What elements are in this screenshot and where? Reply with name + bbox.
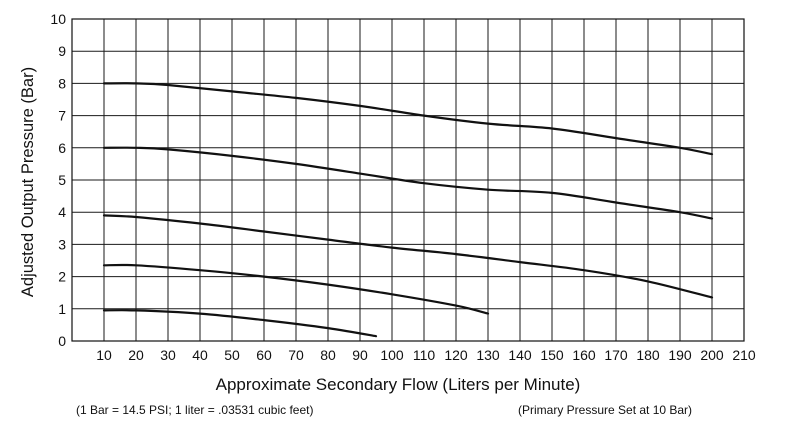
x-tick-label: 170 <box>604 347 628 363</box>
x-tick-label: 80 <box>320 347 336 363</box>
x-tick-label: 130 <box>476 347 500 363</box>
x-tick-label: 190 <box>668 347 692 363</box>
y-tick-label: 8 <box>58 75 66 91</box>
x-tick-label: 100 <box>380 347 404 363</box>
x-axis-label: Approximate Secondary Flow (Liters per M… <box>216 375 581 394</box>
x-tick-label: 20 <box>128 347 144 363</box>
series-line-3 <box>102 214 714 299</box>
x-tick-label: 60 <box>256 347 272 363</box>
y-tick-label: 1 <box>58 301 66 317</box>
y-tick-label: 10 <box>50 11 66 27</box>
x-tick-label: 70 <box>288 347 304 363</box>
plot-frame <box>71 18 745 342</box>
x-tick-label: 150 <box>540 347 564 363</box>
series-line-4 <box>102 263 490 315</box>
x-tick-label: 140 <box>508 347 532 363</box>
x-tick-label: 40 <box>192 347 208 363</box>
x-tick-label: 120 <box>444 347 468 363</box>
series-line-5 <box>102 309 378 338</box>
x-tick-label: 200 <box>700 347 724 363</box>
y-tick-label: 7 <box>58 108 66 124</box>
y-tick-label: 3 <box>58 236 66 252</box>
primary-pressure-note: (Primary Pressure Set at 10 Bar) <box>518 403 692 417</box>
y-tick-label: 5 <box>58 172 66 188</box>
series-line-2 <box>102 146 714 220</box>
y-tick-label: 0 <box>58 333 66 349</box>
x-tick-label: 210 <box>732 347 756 363</box>
y-tick-label: 9 <box>58 43 66 59</box>
x-tick-label: 50 <box>224 347 240 363</box>
y-tick-label: 2 <box>58 269 66 285</box>
y-tick-label: 6 <box>58 140 66 156</box>
x-tick-label: 10 <box>96 347 112 363</box>
conversion-note: (1 Bar = 14.5 PSI; 1 liter = .03531 cubi… <box>76 403 313 417</box>
y-tick-label: 4 <box>58 204 66 220</box>
x-tick-label: 90 <box>352 347 368 363</box>
x-tick-labels: 10 20 30 40 50 60 70 80 90 100 110 120 130 140 150 160 1… <box>96 347 756 363</box>
x-tick-label: 180 <box>636 347 660 363</box>
y-tick-labels: 0 1 2 3 4 5 6 7 8 9 10 <box>50 11 66 349</box>
series-line-1 <box>102 82 714 156</box>
x-tick-label: 110 <box>413 347 436 363</box>
x-tick-label: 30 <box>160 347 176 363</box>
x-tick-label: 160 <box>572 347 596 363</box>
curves <box>102 82 714 338</box>
y-axis-label: Adjusted Output Pressure (Bar) <box>19 67 37 297</box>
